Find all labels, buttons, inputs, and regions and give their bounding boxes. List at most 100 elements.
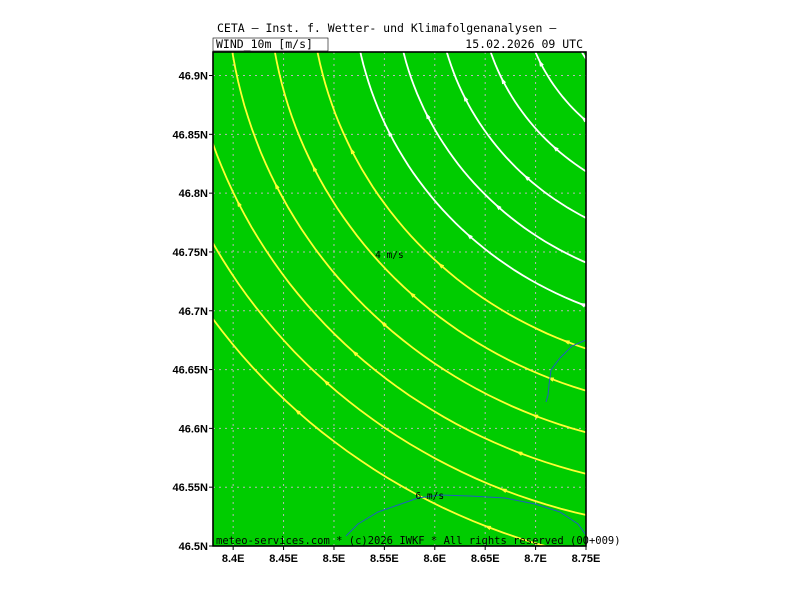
streamline-arrow	[674, 81, 680, 85]
y-axis-ticks: 46.9N 46.85N 46.8N 46.75N 46.7N 46.65N 46.6N 46…	[173, 71, 213, 553]
streamline-arrow	[710, 368, 716, 372]
streamline-arrow	[578, 303, 586, 308]
streamline	[316, 52, 586, 350]
streamline	[445, 52, 586, 219]
streamline-arrow	[658, 118, 664, 122]
streamline-arrow	[437, 262, 445, 269]
streamline-arrow	[642, 155, 648, 159]
x-tick-label: 8.4E	[222, 553, 245, 565]
streamline-arrow	[294, 408, 302, 416]
streamline-arrow	[714, 128, 720, 132]
streamline	[231, 52, 586, 434]
streamline-arrow	[615, 25, 619, 31]
streamline	[213, 317, 549, 546]
streamline-arrow	[162, 236, 166, 242]
streamline-arrow	[713, 168, 719, 172]
streamline-arrow	[236, 199, 242, 208]
y-tick-label: 46.7N	[179, 306, 208, 318]
streamline-arrow	[710, 328, 716, 332]
streamline-arrow	[707, 528, 713, 532]
streamline-arrow	[323, 379, 330, 386]
streamline-arrow	[495, 204, 502, 211]
streamline-arrow	[387, 129, 393, 137]
isotach-labels: 4 m/s 6 m/s	[375, 250, 444, 502]
y-tick-label: 46.8N	[179, 188, 208, 200]
plot-frame	[212, 51, 587, 547]
streamline-arrow	[380, 321, 388, 328]
border-line-south	[345, 494, 586, 537]
x-tick-label: 8.5E	[323, 553, 346, 565]
streamline-arrow	[627, 192, 633, 196]
streamline-arrow	[595, 266, 601, 270]
streamline-arrow	[501, 77, 507, 85]
x-tick-label: 8.6E	[423, 553, 446, 565]
x-tick-label: 8.75E	[572, 553, 601, 565]
streamline-arrow	[312, 164, 318, 173]
x-axis-ticks: 8.4E 8.45E 8.5E 8.55E 8.6E 8.65E 8.7E 8.75E	[222, 546, 601, 565]
streamline-arrow	[562, 340, 571, 345]
streamline-arrow	[715, 88, 721, 92]
x-tick-label: 8.65E	[471, 553, 500, 565]
y-tick-label: 46.65N	[173, 365, 209, 377]
streamline-arrow	[531, 414, 539, 419]
streamline-arrow	[713, 208, 719, 212]
streamline-arrow	[712, 248, 718, 252]
streamline-arrow	[538, 59, 544, 67]
streamline-arrow	[484, 525, 492, 531]
streamline-arrow	[499, 488, 508, 494]
isotach-label: 6 m/s	[415, 491, 444, 502]
streamline	[213, 141, 586, 475]
streamline	[359, 52, 586, 307]
streamline-arrow	[351, 350, 359, 357]
streamline-arrow	[409, 291, 416, 299]
y-tick-label: 46.75N	[173, 247, 209, 259]
streamline-arrow	[708, 448, 714, 452]
streamline-arrow	[515, 451, 523, 457]
streamline-arrow	[709, 408, 715, 412]
streamline	[580, 52, 586, 61]
streamline-arrow	[610, 88, 616, 93]
valid-time: 15.02.2026 09 UTC	[465, 37, 583, 51]
streamline-arrow	[523, 174, 531, 182]
streamline-arrow	[463, 94, 469, 102]
streamline	[489, 52, 586, 173]
streamline-arrow	[756, 81, 762, 85]
credit-text: meteo-services.com * (c)2026 IWKF * All …	[216, 535, 621, 547]
x-tick-label: 8.45E	[269, 553, 298, 565]
border-line-east	[545, 339, 586, 403]
field-label: WIND_10m [m/s]	[216, 37, 313, 51]
wind-streamlines	[162, 0, 791, 572]
streamline	[605, 0, 776, 90]
streamline-arrow	[706, 568, 712, 572]
streamline-arrow	[771, 118, 777, 122]
field-label-box	[212, 37, 329, 52]
streamline-arrow	[425, 112, 431, 120]
streamline-arrow	[350, 147, 356, 155]
streamline	[273, 52, 586, 392]
streamline	[402, 52, 586, 264]
streamline-arrow	[274, 182, 280, 190]
streamline-arrow	[711, 288, 717, 292]
streamline	[213, 241, 586, 516]
streamline-arrow	[639, 58, 645, 63]
x-tick-label: 8.55E	[370, 553, 399, 565]
plot-area	[213, 52, 586, 546]
x-tick-label: 8.7E	[524, 553, 547, 565]
streamline-arrow	[611, 229, 617, 233]
institute-title: CETA — Inst. f. Wetter- und Klimafolgena…	[217, 21, 556, 35]
streamline-arrow	[707, 488, 713, 492]
y-tick-label: 46.5N	[179, 541, 208, 553]
streamline-arrow	[466, 233, 473, 240]
y-tick-label: 46.6N	[179, 423, 208, 435]
streamline	[534, 52, 586, 122]
streamline-arrow	[785, 156, 791, 160]
streamline-arrow	[200, 218, 204, 224]
isotach-label: 4 m/s	[375, 250, 404, 261]
region-border	[345, 339, 586, 537]
y-tick-label: 46.9N	[179, 71, 208, 83]
y-tick-label: 46.85N	[173, 129, 209, 141]
gridlines	[213, 52, 586, 546]
streamline-arrow	[552, 145, 559, 152]
y-tick-label: 46.55N	[173, 482, 209, 494]
